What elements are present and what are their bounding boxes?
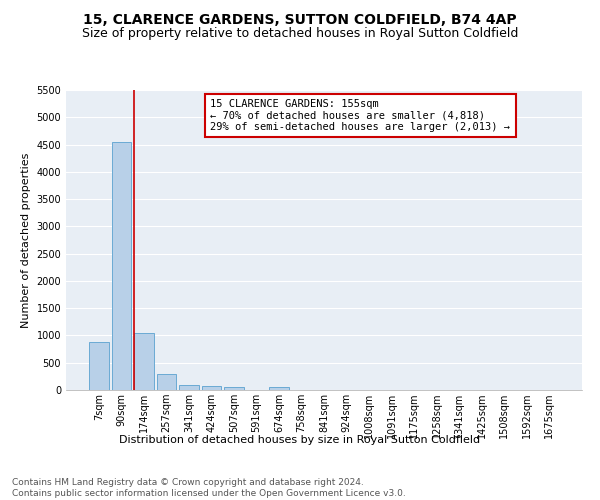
Bar [179,384,199,390]
Text: 15, CLARENCE GARDENS, SUTTON COLDFIELD, B74 4AP: 15, CLARENCE GARDENS, SUTTON COLDFIELD, … [83,12,517,26]
Text: Size of property relative to detached houses in Royal Sutton Coldfield: Size of property relative to detached ho… [82,28,518,40]
Y-axis label: Number of detached properties: Number of detached properties [21,152,31,328]
Text: Distribution of detached houses by size in Royal Sutton Coldfield: Distribution of detached houses by size … [119,435,481,445]
Bar [112,142,131,390]
Bar [89,342,109,390]
Bar [269,387,289,390]
Text: Contains HM Land Registry data © Crown copyright and database right 2024.
Contai: Contains HM Land Registry data © Crown c… [12,478,406,498]
Bar [224,387,244,390]
Bar [157,374,176,390]
Text: 15 CLARENCE GARDENS: 155sqm
← 70% of detached houses are smaller (4,818)
29% of : 15 CLARENCE GARDENS: 155sqm ← 70% of det… [211,99,511,132]
Bar [134,332,154,390]
Bar [202,386,221,390]
